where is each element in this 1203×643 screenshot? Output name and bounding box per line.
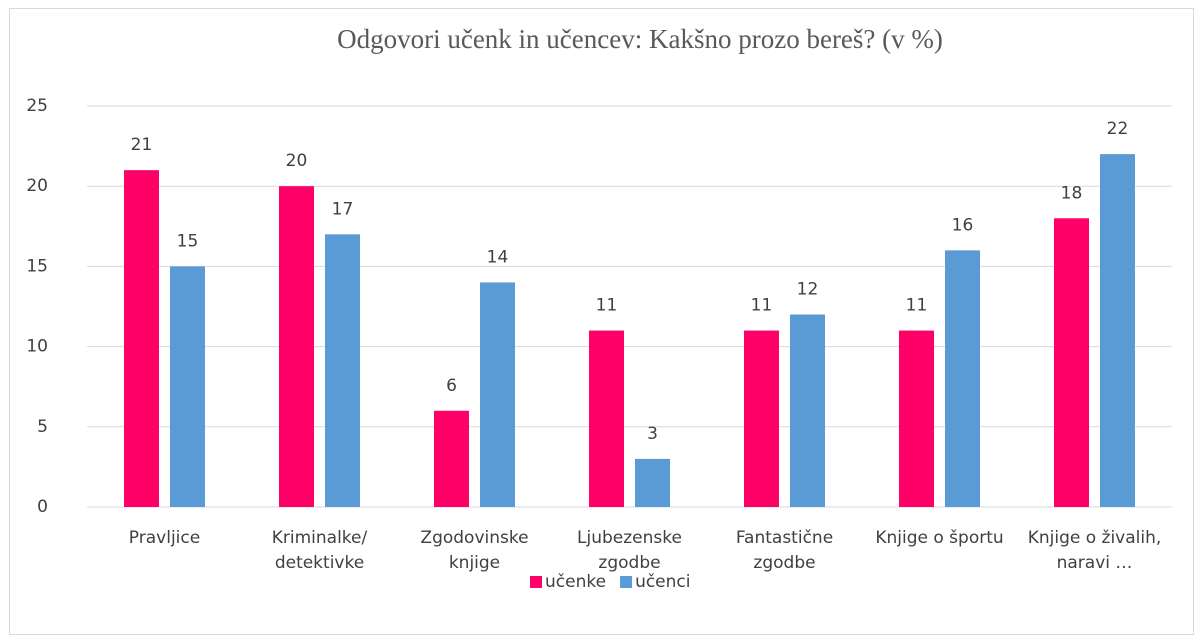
x-tick-label: Knjige o živalih, naravi … [1027,528,1162,573]
chart-border [9,8,1194,635]
data-label: 21 [131,135,153,155]
data-label: 12 [797,280,819,300]
data-label: 11 [751,296,773,316]
legend-label: učenke [545,572,606,592]
bar [325,234,360,507]
data-label: 11 [596,296,618,316]
legend-swatch [620,576,633,588]
bar [589,330,624,507]
bar [744,330,779,507]
legend-label: učenci [635,572,690,592]
data-label: 22 [1107,119,1129,139]
x-tick-label: Pravljice [128,528,201,548]
x-tick-label: Ljubezenske zgodbe [577,528,682,573]
bar [279,186,314,507]
data-label: 20 [286,151,308,171]
y-tick-label: 5 [37,417,48,437]
x-tick-label: Kriminalke/ detektivke [271,528,368,573]
x-tick-label: Fantastične zgodbe [735,528,834,573]
x-tick-label: Zgodovinske knjige [420,528,529,573]
data-label: 16 [952,215,974,235]
bar [790,314,825,507]
data-label: 15 [177,231,199,251]
data-label: 14 [487,247,509,267]
data-label: 3 [647,424,658,444]
y-tick-label: 10 [26,337,48,357]
y-tick-label: 0 [37,497,48,517]
legend-swatch [530,576,542,588]
bar [434,410,469,507]
bar [124,170,159,507]
bar [170,266,205,507]
chart-title: Odgovori učenk in učencev: Kakšno prozo … [337,24,943,54]
data-label: 6 [446,376,457,396]
y-tick-label: 25 [26,96,48,116]
bar [480,282,515,507]
bar [945,250,980,508]
data-label: 11 [906,296,928,316]
y-tick-label: 15 [26,256,48,276]
data-label: 17 [332,199,354,219]
bar [1054,218,1089,507]
data-label: 18 [1061,183,1083,203]
bar [635,458,670,507]
y-tick-label: 20 [26,176,48,196]
x-tick-label: Knjige o športu [875,528,1004,548]
bar [1100,154,1135,507]
bar [899,330,934,507]
